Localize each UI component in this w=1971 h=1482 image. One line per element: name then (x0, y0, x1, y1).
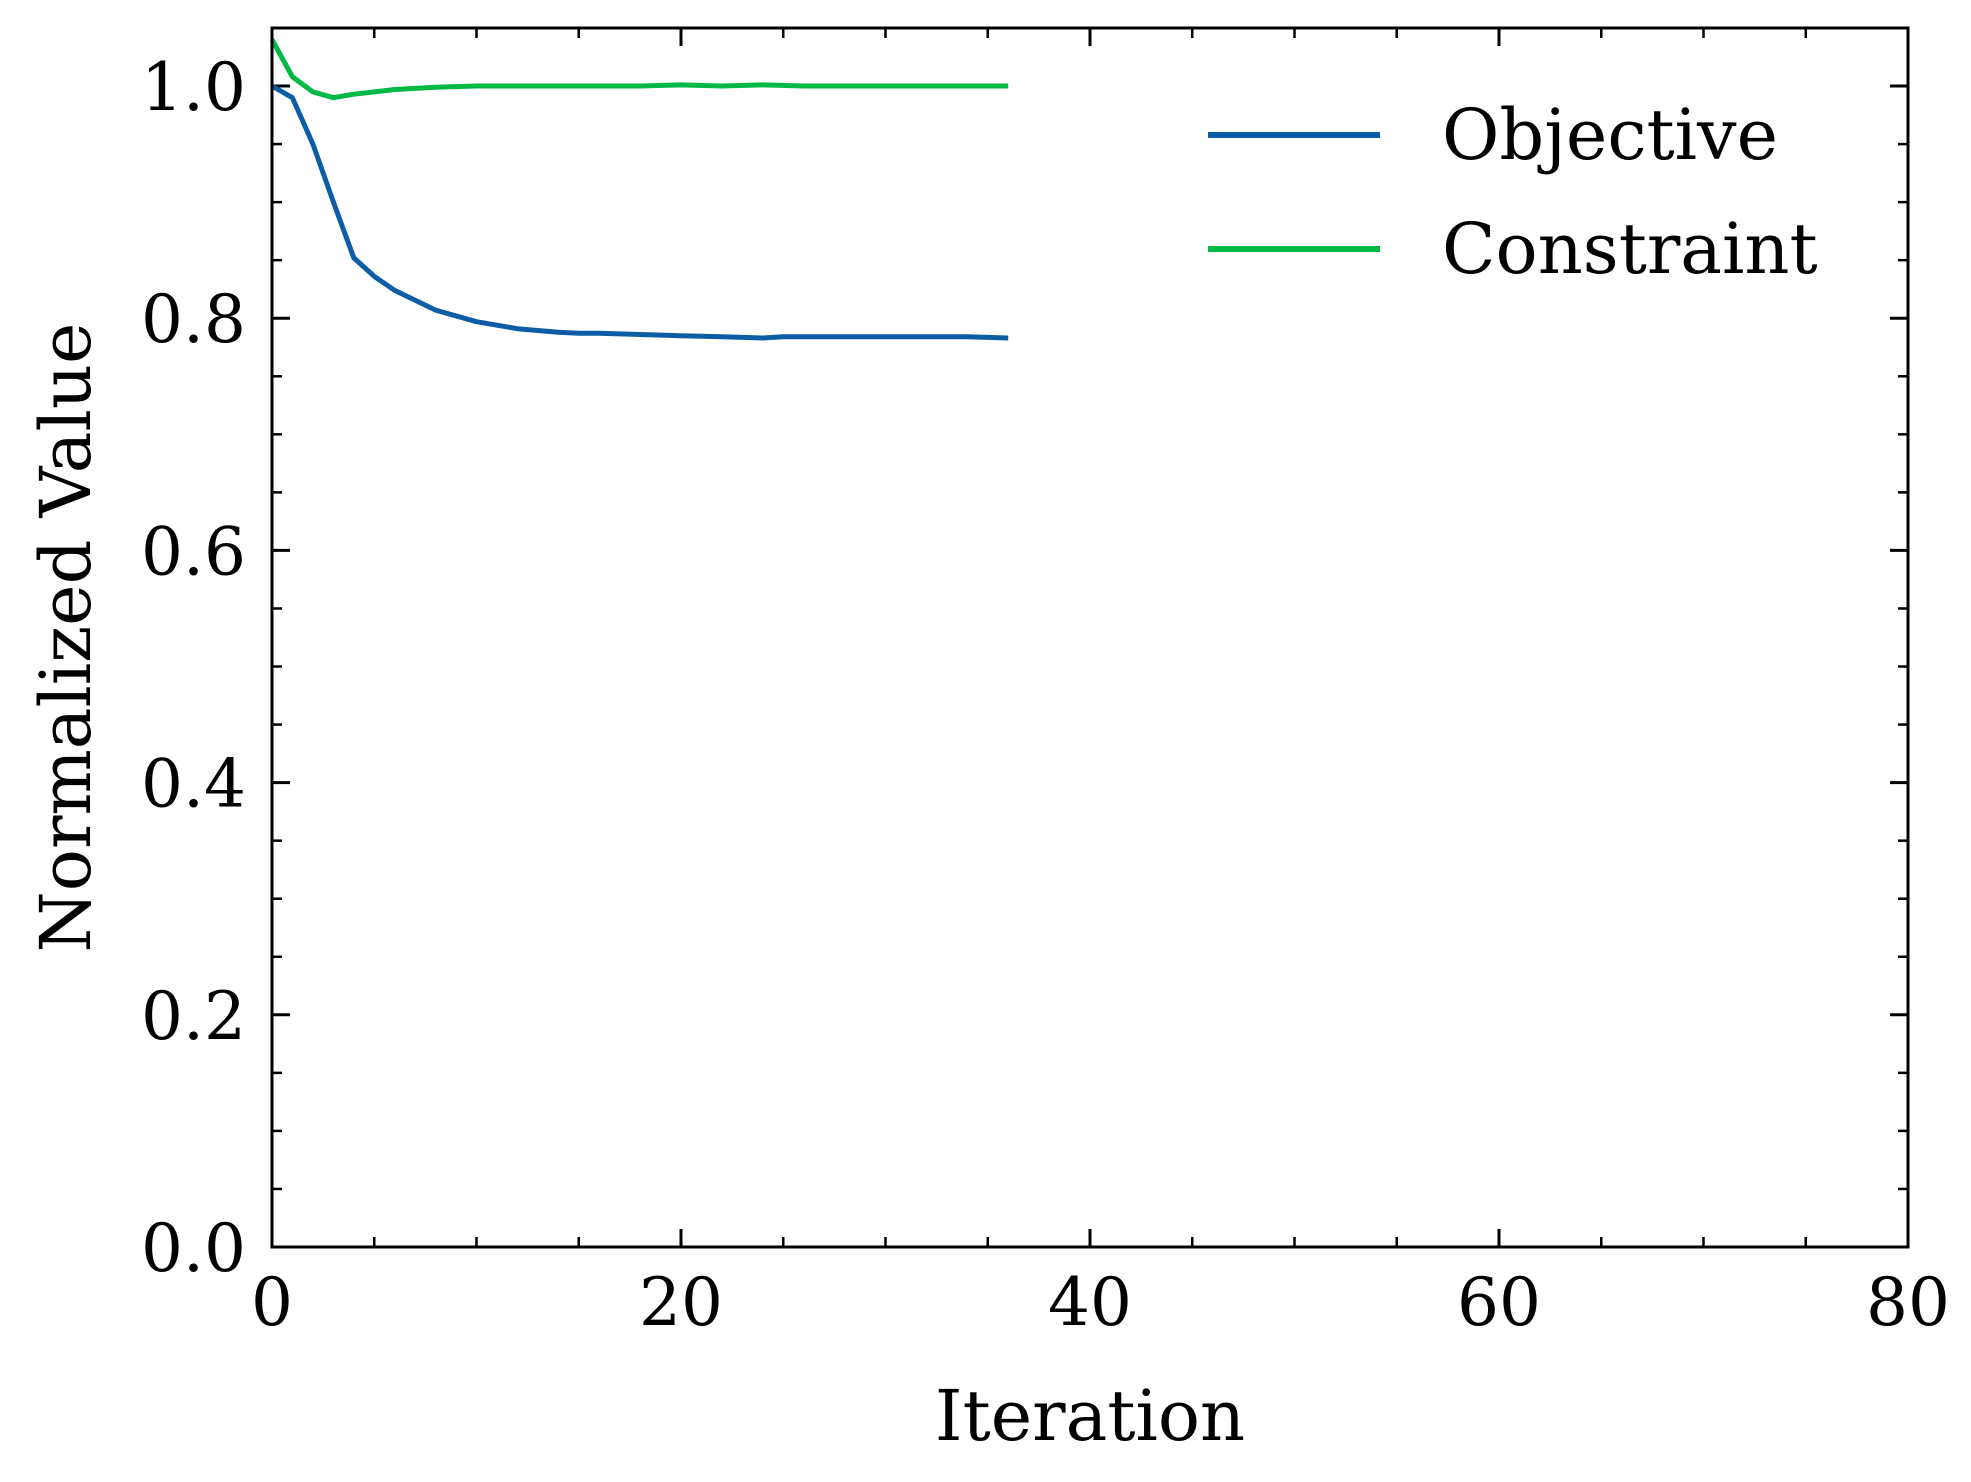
series-line-objective (270, 83, 1009, 341)
y-tick-label: 0.8 (141, 281, 246, 358)
minor-ticks (272, 26, 1908, 1247)
x-tick-label: 60 (1457, 1264, 1541, 1341)
x-tick-label: 20 (639, 1264, 723, 1341)
x-tick-label: 40 (1048, 1264, 1132, 1341)
x-tick-label: 0 (251, 1264, 293, 1341)
tick-labels: 0 20 40 60 80 0.0 0.2 0.4 0.6 0.8 1.0 (141, 49, 1950, 1341)
y-tick-label: 0.2 (141, 978, 246, 1055)
y-axis-label: Normalized Value (25, 323, 107, 953)
series-line-constraint (269, 38, 1009, 101)
y-tick-label: 1.0 (141, 49, 246, 126)
y-tick-label: 0.0 (141, 1210, 246, 1287)
series-layer (269, 38, 1009, 341)
y-tick-label: 0.4 (141, 746, 246, 823)
x-tick-label: 80 (1866, 1264, 1950, 1341)
legend-label-constraint: Constraint (1442, 208, 1818, 290)
plot-frame (270, 26, 1910, 1249)
legend: Objective Constraint (1208, 94, 1818, 290)
legend-label-objective: Objective (1442, 94, 1778, 176)
x-axis-label: Iteration (935, 1375, 1245, 1457)
y-tick-label: 0.6 (141, 513, 246, 590)
